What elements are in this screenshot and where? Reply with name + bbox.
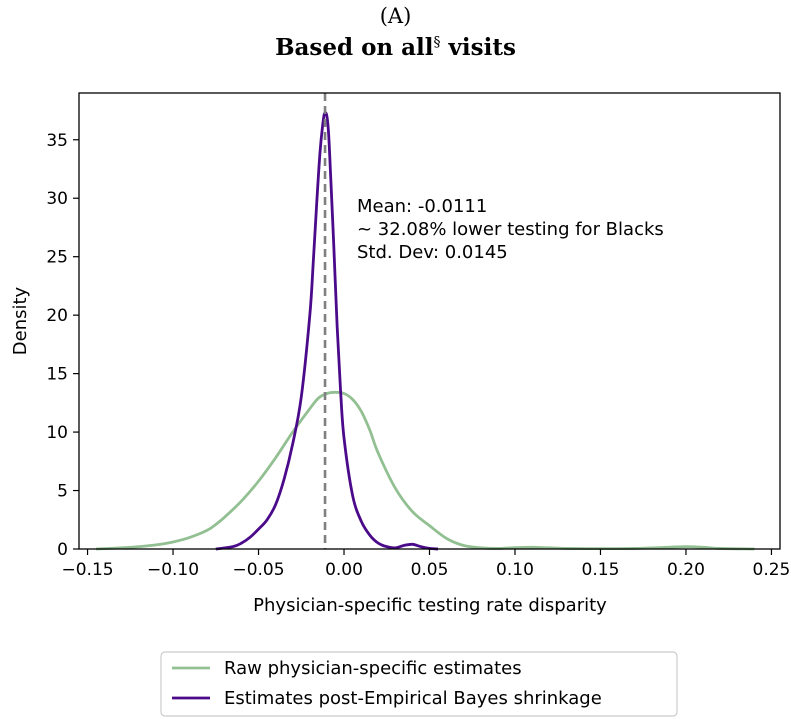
y-tick-label: 30 bbox=[46, 189, 68, 209]
panel-label: (A) bbox=[379, 4, 412, 28]
chart-title-superscript: § bbox=[433, 34, 441, 51]
x-tick-label: 0.05 bbox=[411, 560, 449, 580]
x-tick-label: 0.15 bbox=[582, 560, 620, 580]
x-tick-label: −0.05 bbox=[232, 560, 284, 580]
x-tick-label: −0.15 bbox=[61, 560, 113, 580]
x-tick-label: 0.20 bbox=[667, 560, 705, 580]
legend-label-raw: Raw physician-specific estimates bbox=[224, 658, 522, 679]
y-axis-label: Density bbox=[10, 286, 31, 355]
annotation-line-3: Std. Dev: 0.0145 bbox=[357, 242, 508, 263]
chart-title: Based on all§ visits bbox=[0, 34, 791, 61]
x-tick-label: −0.10 bbox=[147, 560, 199, 580]
legend-box bbox=[160, 651, 678, 717]
x-axis-label: Physician-specific testing rate disparit… bbox=[253, 595, 607, 616]
plot-frame bbox=[78, 92, 781, 550]
chart-title-main: Based on all bbox=[275, 34, 434, 61]
y-tick-label: 10 bbox=[46, 423, 68, 443]
annotation-line-1: Mean: -0.0111 bbox=[357, 196, 487, 217]
x-tick-label: 0.10 bbox=[496, 560, 534, 580]
y-tick-label: 15 bbox=[46, 365, 68, 385]
y-tick-label: 35 bbox=[46, 131, 68, 151]
x-tick-label: 0.00 bbox=[325, 560, 363, 580]
y-tick-label: 0 bbox=[57, 540, 68, 560]
series-line-shrunk bbox=[215, 111, 439, 551]
chart-title-suffix: visits bbox=[448, 34, 516, 61]
y-tick-label: 5 bbox=[57, 482, 68, 502]
series-line-raw bbox=[96, 390, 755, 551]
y-tick-label: 25 bbox=[46, 248, 68, 268]
legend: Raw physician-specific estimates Estimat… bbox=[160, 651, 678, 717]
x-tick-label: 0.25 bbox=[753, 560, 791, 580]
legend-label-shrunk: Estimates post-Empirical Bayes shrinkage bbox=[224, 688, 602, 709]
annotation-line-2: ~ 32.08% lower testing for Blacks bbox=[357, 219, 664, 240]
y-tick-label: 20 bbox=[46, 306, 68, 326]
